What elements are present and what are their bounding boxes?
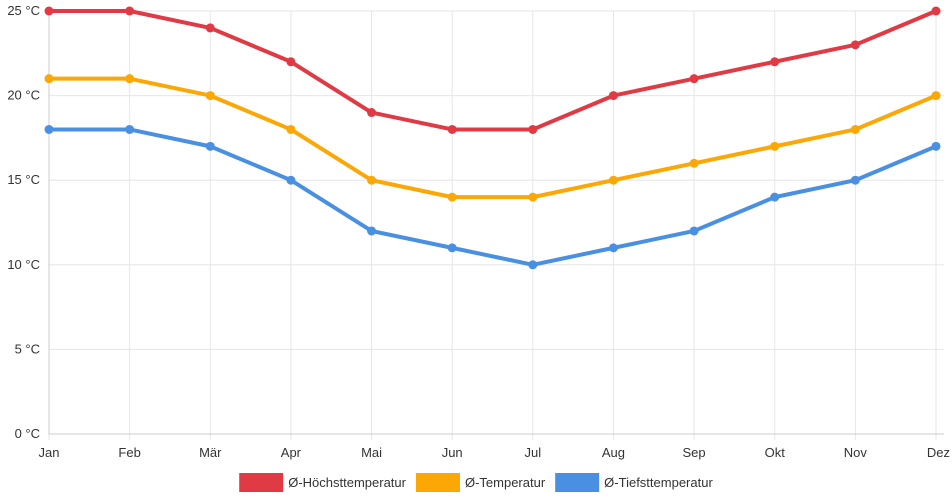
y-tick-label: 20 °C [7,88,40,103]
series-line [47,9,938,132]
x-tick-label: Sep [683,445,706,460]
legend: Ø-Höchsttemperatur Ø-Temperatur Ø-Tiefstte… [239,473,713,492]
y-tick-label: 0 °C [15,426,40,441]
legend-label: Ø-Tiefsttemperatur [604,475,713,490]
data-point [205,141,215,151]
series-2 [44,124,941,270]
data-point [689,226,699,236]
series-0 [44,6,941,134]
data-point [286,124,296,134]
data-point [286,175,296,185]
data-point [205,91,215,101]
x-tick-label: Dez [927,445,950,460]
data-point [689,74,699,84]
y-tick-label: 5 °C [15,341,40,356]
series-1 [44,74,941,202]
data-point [931,6,941,16]
x-tick-label: Jun [442,445,463,460]
series-line [47,127,938,267]
legend-item[interactable]: Ø-Temperatur [415,473,546,492]
data-point [125,6,135,16]
data-point [770,192,780,202]
data-point [447,124,457,134]
legend-label: Ø-Temperatur [465,475,546,490]
data-point [125,124,135,134]
data-point [367,108,377,118]
y-axis-ticks: 0 °C 5 °C 10 °C 15 °C 20 °C 25 °C [7,3,40,441]
legend-label: Ø-Höchsttemperatur [288,475,406,490]
x-tick-label: Jan [39,445,60,460]
data-point [44,6,54,16]
series-line [47,76,938,200]
data-point [286,57,296,67]
data-point [931,91,941,101]
y-tick-label: 10 °C [7,257,40,272]
x-tick-label: Jul [525,445,542,460]
data-point [125,74,135,84]
x-tick-label: Okt [765,445,786,460]
grid [48,10,944,440]
data-point [367,226,377,236]
data-point [850,40,860,50]
data-point [528,192,538,202]
x-axis-ticks: Jan Feb Mär Apr Mai Jun Jul Aug Sep Okt Nov Dez [39,445,950,460]
x-tick-label: Apr [281,445,302,460]
series-lines [44,6,941,270]
data-point [689,158,699,168]
data-point [850,124,860,134]
data-point [528,124,538,134]
data-point [447,243,457,253]
data-point [931,141,941,151]
x-tick-label: Feb [118,445,140,460]
data-point [44,74,54,84]
legend-item[interactable]: Ø-Höchsttemperatur [239,473,407,492]
data-point [608,175,618,185]
legend-swatch [555,473,600,492]
data-point [770,57,780,67]
y-tick-label: 25 °C [7,3,40,18]
x-tick-label: Mär [199,445,222,460]
data-point [850,175,860,185]
data-point [528,260,538,270]
data-point [367,175,377,185]
x-tick-label: Aug [602,445,625,460]
legend-item[interactable]: Ø-Tiefsttemperatur [555,473,713,492]
data-point [205,23,215,33]
x-tick-label: Nov [844,445,868,460]
x-tick-label: Mai [361,445,382,460]
data-point [770,141,780,151]
legend-swatch [415,473,460,492]
data-point [447,192,457,202]
data-point [608,91,618,101]
y-tick-label: 15 °C [7,172,40,187]
data-point [44,124,54,134]
data-point [608,243,618,253]
legend-swatch [239,473,284,492]
